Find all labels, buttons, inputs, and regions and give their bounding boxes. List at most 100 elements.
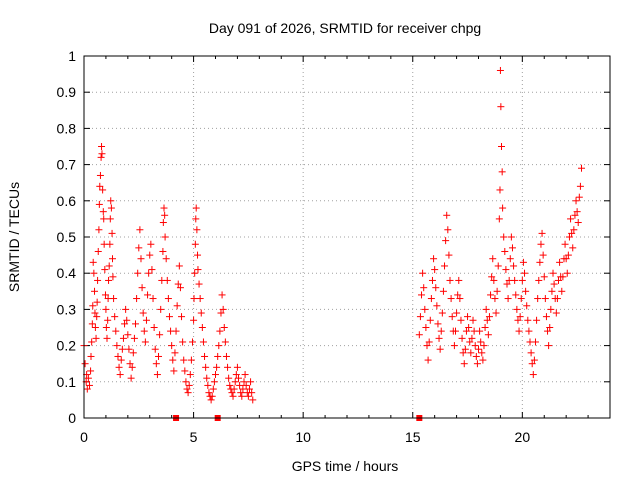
data-point [540,273,548,281]
data-point [495,215,503,223]
data-point [119,334,127,342]
data-point [84,374,92,382]
data-point [484,331,492,339]
data-point [96,182,104,190]
data-point [508,244,516,252]
data-point [446,276,454,284]
data-point [105,262,113,270]
data-point [248,389,256,397]
data-point [445,251,453,259]
data-point [503,280,511,288]
y-tick-label: 0.9 [57,84,77,100]
data-point [202,363,210,371]
data-point [93,313,101,321]
data-point [423,342,431,350]
data-point [500,233,508,241]
data-point [497,103,505,111]
data-point [238,392,246,400]
data-point [146,251,154,259]
data-point [236,381,244,389]
data-point [570,226,578,234]
gridlines [84,56,610,418]
data-point [114,352,122,360]
data-point [108,255,116,263]
data-point [93,298,101,306]
data-point [422,324,430,331]
data-point [218,291,226,299]
data-point [465,324,473,331]
data-point [430,255,438,263]
data-point [544,327,552,335]
data-point [518,276,526,284]
data-point [106,215,114,223]
data-point [541,295,549,303]
y-tick-label: 0.1 [57,374,77,390]
data-point [432,284,440,292]
data-point [245,385,253,393]
data-point [515,327,523,335]
data-point [425,338,433,346]
data-point [160,204,168,212]
data-point [133,295,141,303]
data-point [190,295,198,303]
data-point [170,367,178,375]
data-point [444,226,452,234]
data-point [176,284,184,292]
data-point [81,360,89,368]
data-point [175,262,183,270]
data-point [562,255,570,263]
data-point [468,334,476,342]
data-point [573,208,581,216]
data-point [506,255,514,263]
x-tick-label: 15 [405,429,421,445]
data-point [489,255,497,263]
data-point [229,392,237,400]
data-point [222,352,230,360]
data-point [549,269,557,277]
data-point [525,327,533,335]
data-point [92,334,100,342]
data-point [129,349,137,357]
data-point [94,247,102,255]
data-point [456,295,464,303]
data-point [88,320,96,328]
data-point [221,338,229,346]
data-point [212,371,219,379]
data-point [156,331,164,339]
data-point [178,313,186,321]
data-point [116,371,124,379]
data-point [121,320,129,328]
data-point [232,371,240,379]
data-point [110,295,118,303]
data-point [461,345,469,353]
data-point [155,352,163,360]
data-point [107,197,115,205]
data-point [169,356,177,364]
data-point [180,356,188,364]
data-point [148,266,156,274]
data-point [127,374,135,382]
data-point [226,381,234,389]
data-point [569,244,577,252]
data-point [85,381,93,389]
data-point [464,313,472,321]
data-point [96,171,104,179]
data-point [479,356,487,364]
data-point [219,305,227,313]
data-point [455,276,463,284]
data-point [247,378,255,386]
data-point [142,316,150,324]
data-point [99,208,107,216]
data-point [469,316,477,324]
data-point [451,327,459,335]
data-point [168,342,176,350]
data-point [467,349,475,357]
data-point [197,309,205,317]
data-point [159,247,167,255]
data-point [138,284,146,292]
data-point [576,182,584,190]
data-point [98,150,106,158]
data-point [471,342,479,350]
data-point [460,360,468,368]
